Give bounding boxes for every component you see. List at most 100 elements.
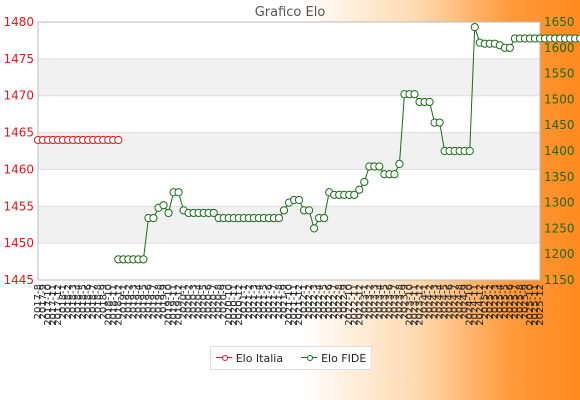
x-tick-label: 2020-9	[219, 284, 230, 319]
data-point[interactable]	[139, 255, 148, 264]
data-point[interactable]	[310, 224, 319, 233]
x-tick-label: 2024-1	[420, 284, 431, 319]
x-tick-label: 2024-11	[470, 284, 481, 326]
right-tick-label: 1500	[544, 92, 575, 106]
data-point[interactable]	[209, 208, 218, 218]
right-tick-label: 1300	[544, 196, 575, 210]
data-point[interactable]	[274, 213, 284, 223]
x-tick-label: 2021-5	[259, 284, 270, 319]
x-tick-label: 2023-10	[404, 284, 415, 326]
x-tick-label: 2023-12	[415, 284, 426, 326]
left-axis-ticks: 1445 1450 1455 1460 1465 1470 1475 1480	[3, 15, 34, 287]
data-point[interactable]	[465, 146, 474, 156]
data-point[interactable]	[425, 97, 434, 107]
data-point[interactable]	[159, 201, 168, 210]
x-tick-label: 2024-5	[440, 284, 451, 319]
data-point[interactable]	[304, 206, 314, 215]
x-tick-label: 2019-7	[148, 284, 159, 319]
data-point[interactable]	[375, 162, 384, 171]
x-tick-label: 2023-2	[364, 284, 375, 319]
data-point[interactable]	[505, 43, 514, 52]
left-tick-label: 1475	[3, 52, 34, 66]
x-tick-label: 2021-4	[254, 284, 265, 319]
x-tick-label: 2021-11	[289, 284, 300, 326]
x-tick-label: 2020-7	[209, 284, 220, 319]
x-tick-label: 2025-10	[525, 284, 536, 326]
data-point[interactable]	[174, 188, 183, 197]
data-point[interactable]	[470, 23, 479, 32]
data-point[interactable]	[164, 208, 173, 218]
x-tick-label: 2025-8	[515, 284, 526, 319]
legend: Elo Italia Elo FIDE	[210, 346, 372, 370]
legend-item-elo-italia[interactable]: Elo Italia	[215, 351, 284, 365]
x-tick-label: 2019-11	[169, 284, 180, 326]
x-tick-label: 2020-4	[194, 284, 205, 319]
data-point[interactable]	[149, 213, 158, 223]
x-tick-label: 2020-3	[189, 284, 200, 319]
right-tick-label: 1600	[544, 41, 575, 55]
x-tick-label: 2019-3	[128, 284, 139, 319]
data-point[interactable]	[294, 195, 304, 205]
data-point[interactable]	[410, 90, 419, 99]
x-tick-label: 2023-6	[384, 284, 395, 319]
x-tick-label: 2019-5	[138, 284, 149, 319]
x-tick-label: 2021-9	[279, 284, 290, 319]
data-point[interactable]	[395, 159, 404, 168]
x-tick-label: 2018-5	[78, 284, 89, 319]
x-tick-label: 2024-10	[465, 284, 476, 326]
chart-title: Grafico Elo	[255, 5, 326, 20]
x-tick-label: 2022-7	[329, 284, 340, 319]
x-tick-label: 2019-10	[164, 284, 175, 326]
x-tick-label: 2020-8	[214, 284, 225, 319]
right-tick-label: 1200	[544, 247, 575, 261]
x-tick-label: 2024-8	[455, 284, 466, 319]
x-tick-label: 2020-5	[199, 284, 210, 319]
left-tick-label: 1445	[3, 273, 34, 287]
x-tick-label: 2019-12	[174, 284, 185, 326]
x-tick-label: 2023-9	[399, 284, 410, 319]
x-tick-label: 2018-3	[68, 284, 79, 319]
left-tick-label: 1460	[3, 162, 34, 176]
data-point[interactable]	[390, 170, 399, 179]
data-point[interactable]	[576, 34, 580, 43]
x-tick-label: 2022-4	[314, 284, 325, 319]
right-axis-ticks: 1150 1200 1250 1300 1350 1400 1450 1500 1550 1600…	[544, 15, 575, 287]
x-tick-label: 2022-5	[319, 284, 330, 319]
x-tick-label: 2022-11	[349, 284, 360, 326]
x-tick-label: 2018-12	[113, 284, 124, 326]
x-tick-label: 2019-4	[133, 284, 144, 319]
data-point[interactable]	[355, 185, 364, 194]
x-tick-label: 2019-1	[118, 284, 129, 319]
right-tick-label: 1150	[544, 273, 575, 287]
data-point[interactable]	[360, 177, 369, 187]
right-tick-label: 1650	[544, 15, 575, 29]
data-point[interactable]	[320, 213, 329, 223]
data-point[interactable]	[350, 190, 359, 199]
x-tick-label: 2025-2	[485, 284, 496, 319]
legend-label-elo-italia: Elo Italia	[235, 351, 284, 365]
x-tick-label: 2023-4	[374, 284, 385, 319]
right-tick-label: 1350	[544, 170, 575, 184]
x-tick-label: 2020-6	[204, 284, 215, 319]
right-tick-label: 1450	[544, 118, 575, 132]
x-tick-label: 2018-11	[108, 284, 119, 326]
x-tick-label: 2024-7	[450, 284, 461, 319]
x-tick-label: 2021-8	[274, 284, 285, 319]
x-tick-label: 2025-12	[535, 284, 546, 326]
x-tick-label: 2018-7	[88, 284, 99, 319]
x-tick-label: 2023-3	[369, 284, 380, 319]
plot-band	[38, 206, 540, 244]
x-tick-label: 2018-9	[98, 284, 109, 319]
data-point[interactable]	[114, 135, 123, 145]
x-tick-label: 2022-1	[299, 284, 310, 319]
grid-lines	[37, 21, 541, 281]
x-tick-label: 2024-12	[475, 284, 486, 326]
left-tick-label: 1465	[3, 126, 34, 140]
legend-item-elo-fide[interactable]: Elo FIDE	[301, 352, 366, 365]
left-tick-label: 1450	[3, 236, 34, 250]
data-point[interactable]	[279, 206, 289, 215]
left-tick-label: 1470	[3, 89, 34, 103]
data-point[interactable]	[435, 118, 444, 127]
